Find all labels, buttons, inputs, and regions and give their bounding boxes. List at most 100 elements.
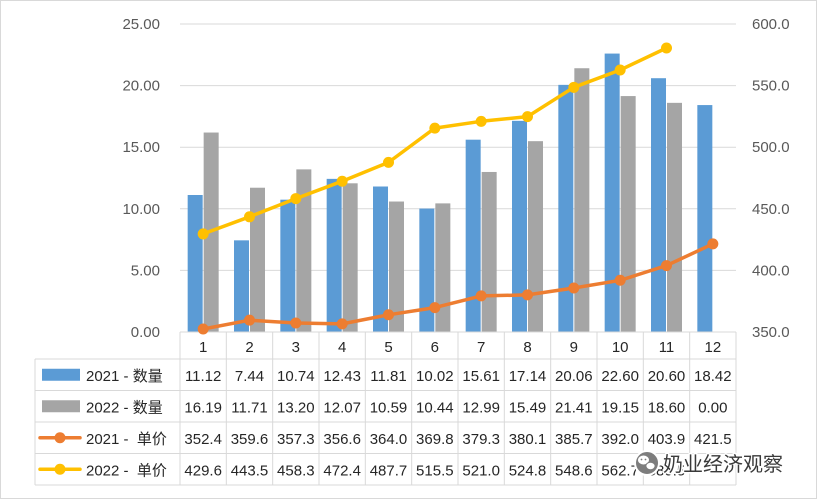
table-cell: 11.71 <box>231 399 267 416</box>
table-cell: 443.5 <box>231 462 269 479</box>
point-series3-month9 <box>568 282 580 294</box>
point-series3-month6 <box>429 302 441 314</box>
right-axis-tick-label: 400.0 <box>752 262 790 279</box>
right-axis-tick-label: 500.0 <box>752 139 790 156</box>
point-series3-month3 <box>290 317 302 329</box>
line-series <box>197 42 719 335</box>
table-cell: 12.07 <box>323 399 361 416</box>
table-cell: 472.4 <box>323 462 361 479</box>
right-axis-tick-label: 550.0 <box>752 78 790 95</box>
bar-series1-month6 <box>419 208 435 332</box>
table-cell: 20.60 <box>648 368 686 385</box>
bar-series2-month7 <box>481 171 497 332</box>
table-cell: 524.8 <box>509 462 547 479</box>
category-label: 7 <box>477 339 485 356</box>
table-cell: 357.3 <box>277 431 315 448</box>
table-cell: 487.7 <box>370 462 408 479</box>
bar-series2-month4 <box>342 183 358 332</box>
table-cell: 15.49 <box>509 399 547 416</box>
bar-series1-month9 <box>558 84 574 332</box>
table-cell: 421.5 <box>694 431 732 448</box>
category-label: 8 <box>523 339 531 356</box>
point-series4-month8 <box>522 111 533 123</box>
table-cell: 21.41 <box>555 399 593 416</box>
right-axis-tick-label: 350.0 <box>752 324 790 341</box>
point-series4-month11 <box>661 42 672 54</box>
bar-series1-month3 <box>280 199 296 332</box>
bar-series2-month11 <box>667 102 682 333</box>
table-cell: 429.6 <box>184 462 222 479</box>
table-cell: 11.81 <box>370 368 406 385</box>
left-axis-tick-label: 5.00 <box>131 262 160 279</box>
table-cell: 392.0 <box>601 431 639 448</box>
table-cell: 10.02 <box>416 368 454 385</box>
left-axis-tick-label: 25.00 <box>122 16 160 33</box>
bar-series1-month4 <box>326 178 342 332</box>
table-cell: 403.9 <box>648 431 686 448</box>
category-label: 2 <box>245 339 253 356</box>
point-series4-month1 <box>197 228 209 240</box>
point-series3-month10 <box>614 274 626 286</box>
bar-series1-month7 <box>465 139 481 332</box>
left-axis-tick-label: 0.00 <box>131 324 160 341</box>
legend-swatch <box>42 400 80 413</box>
table-cell: 458.3 <box>277 462 315 479</box>
point-series3-month8 <box>522 289 533 301</box>
series-label: 2022 - 单价 <box>86 462 167 479</box>
table-cell: 18.42 <box>694 368 732 385</box>
bar-series1-month1 <box>187 195 203 332</box>
bar-series1-month12 <box>697 105 713 332</box>
right-axis-tick-label: 450.0 <box>752 201 790 218</box>
table-cell: 10.74 <box>277 368 315 385</box>
point-series4-month10 <box>614 64 626 76</box>
legend-marker <box>54 463 66 475</box>
table-cell: 352.4 <box>184 431 222 448</box>
category-label: 6 <box>431 339 439 356</box>
point-series4-month6 <box>429 122 441 134</box>
table-cell: 16.19 <box>184 399 222 416</box>
series-label: 2021 - 单价 <box>86 431 167 448</box>
right-axis-tick-label: 600.0 <box>752 16 790 33</box>
point-series3-month11 <box>661 260 672 272</box>
table-cell: 364.0 <box>370 431 408 448</box>
left-axis-tick-label: 10.00 <box>122 201 160 218</box>
table-cell: 7.44 <box>235 368 264 385</box>
bar-series2-month6 <box>435 203 451 332</box>
bar-series1-month2 <box>234 240 249 332</box>
category-label: 11 <box>659 339 675 356</box>
table-cell: 12.43 <box>323 368 361 385</box>
bar-series2-month8 <box>528 141 543 332</box>
axis-labels: 0.00 5.00 10.00 15.00 20.00 25.00 350.0 400.0 45… <box>122 16 789 341</box>
point-series4-month9 <box>568 81 580 93</box>
bar-series1-month10 <box>604 53 620 333</box>
point-series3-month5 <box>383 309 394 321</box>
point-series3-month7 <box>475 290 487 302</box>
legend-swatch <box>42 368 80 381</box>
table-cell: 359.6 <box>231 431 269 448</box>
table-cell: 12.99 <box>462 399 500 416</box>
table-cell: 19.15 <box>601 399 639 416</box>
wechat-icon <box>634 450 660 476</box>
table-cell: 15.61 <box>462 368 500 385</box>
watermark-text: 奶业经济观察 <box>663 452 783 476</box>
legend-marker <box>54 432 66 444</box>
bar-series <box>187 53 713 333</box>
series-label: 2022 - 数量 <box>86 399 163 416</box>
point-series3-month4 <box>336 318 348 330</box>
table-cell: 548.6 <box>555 462 593 479</box>
table-cell: 10.59 <box>370 399 408 416</box>
table-cell: 356.6 <box>323 431 361 448</box>
point-series4-month7 <box>475 115 487 127</box>
point-series4-month2 <box>244 211 255 223</box>
bar-series2-month10 <box>620 96 636 333</box>
table-cell: 385.7 <box>555 431 593 448</box>
category-label: 9 <box>570 339 578 356</box>
category-label: 12 <box>704 339 721 356</box>
point-series4-month4 <box>336 175 348 187</box>
bar-series2-month3 <box>296 169 312 332</box>
category-label: 3 <box>292 339 300 356</box>
point-series3-month1 <box>197 323 209 335</box>
point-series4-month3 <box>290 193 302 205</box>
